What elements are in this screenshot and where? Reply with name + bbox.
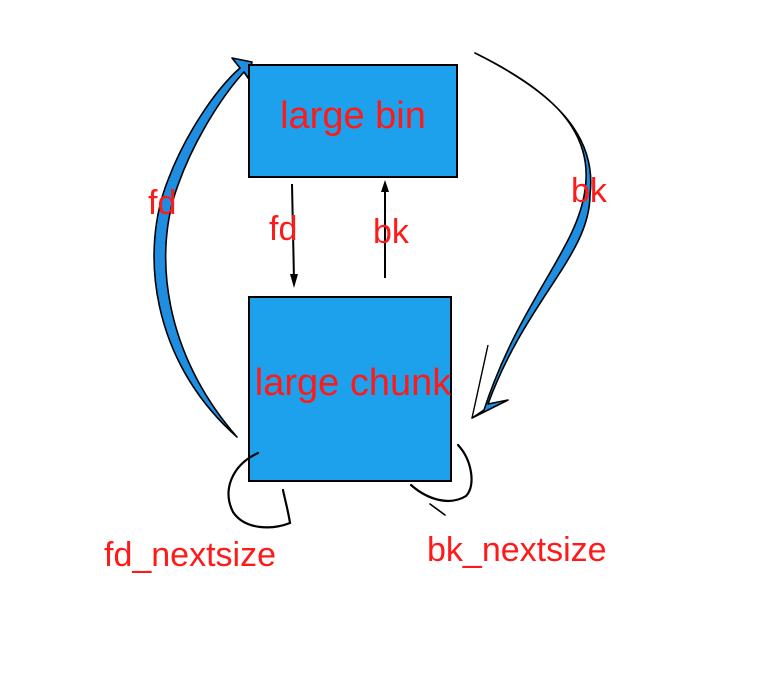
inner-fd-label: fd bbox=[269, 210, 297, 248]
outer-fd-arrow-body bbox=[153, 57, 253, 438]
outer-fd-arrow bbox=[153, 57, 253, 438]
outer-fd-label: fd bbox=[148, 184, 176, 222]
bk-nextsize-loop-line bbox=[409, 443, 473, 503]
inner-bk-arrow-head bbox=[381, 180, 389, 192]
large-bin-box bbox=[248, 64, 458, 178]
inner-fd-arrow-line bbox=[291, 183, 295, 281]
bk-nextsize-label: bk_nextsize bbox=[427, 531, 607, 569]
outer-bk-arrow-head bbox=[471, 344, 489, 419]
inner-fd-arrow-head bbox=[290, 274, 298, 288]
large-chunk-node: large chunk bbox=[248, 296, 452, 482]
inner-fd-arrow bbox=[290, 183, 298, 288]
inner-bk-label: bk bbox=[373, 213, 410, 251]
outer-bk-label: bk bbox=[571, 172, 608, 210]
bk-nextsize-loop-tail bbox=[429, 503, 446, 516]
outer-bk-arrow-body bbox=[471, 52, 592, 419]
large-chunk-box bbox=[248, 296, 452, 482]
inner-bk-arrow bbox=[381, 180, 389, 278]
fd-nextsize-loop bbox=[227, 451, 292, 529]
large-chunk-label: large chunk bbox=[255, 362, 452, 404]
large-bin-label: large bin bbox=[280, 95, 426, 137]
outer-bk-arrow bbox=[471, 52, 592, 419]
bk-nextsize-loop bbox=[409, 443, 473, 516]
fd-nextsize-label: fd_nextsize bbox=[104, 536, 276, 574]
large-bin-node: large bin bbox=[248, 64, 458, 178]
fd-nextsize-loop-line bbox=[227, 451, 292, 529]
